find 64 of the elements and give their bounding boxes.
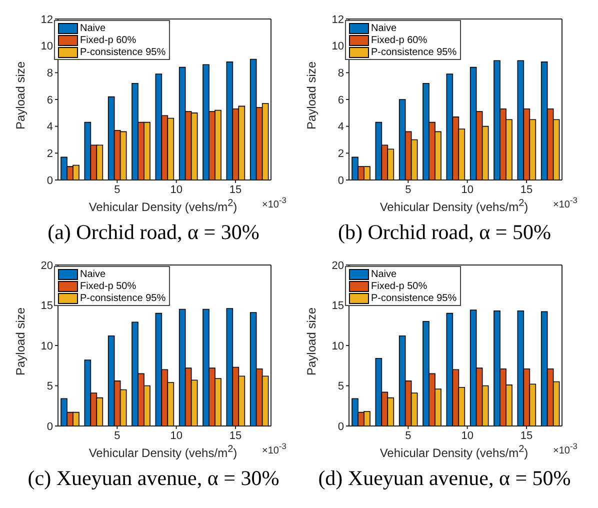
y-tick-label: 15	[40, 300, 53, 312]
y-tick-label: 4	[338, 121, 344, 134]
legend-label: Fixed-p 50%	[80, 280, 136, 292]
y-tick-label: 10	[332, 40, 344, 53]
legend-label: P-consistence 95%	[371, 46, 457, 58]
y-tick-label: 0	[46, 420, 53, 433]
text: ×10$^{-3}$	[553, 441, 578, 456]
y-axis-title: Payload size	[13, 61, 28, 130]
x-tick-label: 15	[520, 184, 533, 196]
y-tick-label: 20	[332, 260, 344, 272]
y-tick-label: 6	[46, 94, 53, 106]
text: (d) Xueyuan avenue, α = 50%	[317, 466, 572, 491]
y-axis-title: Payload size	[13, 307, 28, 376]
y-tick-label: 5	[338, 380, 344, 393]
y-tick-label: 5	[46, 380, 53, 393]
text: ×10$^{-3}$	[262, 441, 286, 456]
x-axis-title: Vehicular Density (vehs/m$^{2}$)	[88, 198, 238, 214]
legend-label: P-consistence 95%	[80, 292, 166, 304]
y-tick-label: 20	[40, 260, 53, 272]
legend-label: Naive	[371, 268, 397, 280]
y-tick-label: 15	[332, 300, 344, 312]
y-tick-label: 12	[332, 14, 344, 26]
y-tick-label: 2	[338, 148, 344, 160]
y-axis-title: Payload size	[304, 307, 318, 376]
x-tick-label: 10	[461, 184, 474, 196]
text: (c) Xueyuan avenue, α = 30%	[26, 466, 280, 491]
y-tick-label: 0	[338, 174, 344, 187]
y-tick-label: 8	[338, 68, 344, 80]
x-tick-label: 5	[114, 430, 120, 442]
legend-label: Fixed-p 60%	[371, 34, 428, 46]
y-axis-title: Payload size	[304, 61, 318, 130]
y-tick-label: 10	[40, 40, 53, 53]
legend-label: P-consistence 95%	[371, 292, 457, 304]
legend-label: Naive	[371, 22, 397, 34]
x-tick-label: 10	[170, 430, 182, 442]
legend-label: Naive	[80, 268, 106, 280]
legend-label: P-consistence 95%	[80, 46, 166, 58]
y-tick-label: 2	[46, 148, 53, 160]
y-tick-label: 0	[338, 420, 344, 433]
text: (a) Orchid road, α = 30%	[46, 220, 260, 245]
x-tick-label: 5	[405, 430, 412, 442]
y-tick-label: 4	[46, 121, 53, 134]
x-tick-label: 10	[170, 184, 182, 196]
y-tick-label: 8	[46, 68, 53, 80]
y-tick-label: 6	[338, 94, 344, 106]
x-tick-label: 10	[461, 430, 474, 442]
text: ×10$^{-3}$	[553, 195, 578, 210]
text: (b) Orchid road, α = 50%	[337, 220, 552, 245]
x-axis-title: Vehicular Density (vehs/m$^{2}$)	[380, 198, 528, 214]
legend-label: Naive	[80, 22, 106, 34]
x-tick-label: 5	[114, 184, 120, 196]
text: ×10$^{-3}$	[262, 195, 286, 210]
y-tick-label: 12	[40, 14, 53, 26]
legend-label: Fixed-p 60%	[80, 34, 136, 46]
x-tick-label: 15	[520, 430, 533, 442]
x-tick-label: 15	[229, 430, 242, 442]
legend-label: Fixed-p 50%	[371, 280, 428, 292]
y-tick-label: 10	[40, 340, 53, 352]
y-tick-label: 0	[46, 174, 53, 187]
x-axis-title: Vehicular Density (vehs/m$^{2}$)	[380, 444, 528, 460]
y-tick-label: 10	[332, 340, 344, 352]
x-tick-label: 5	[405, 184, 412, 196]
x-tick-label: 15	[229, 184, 242, 196]
x-axis-title: Vehicular Density (vehs/m$^{2}$)	[88, 444, 238, 460]
